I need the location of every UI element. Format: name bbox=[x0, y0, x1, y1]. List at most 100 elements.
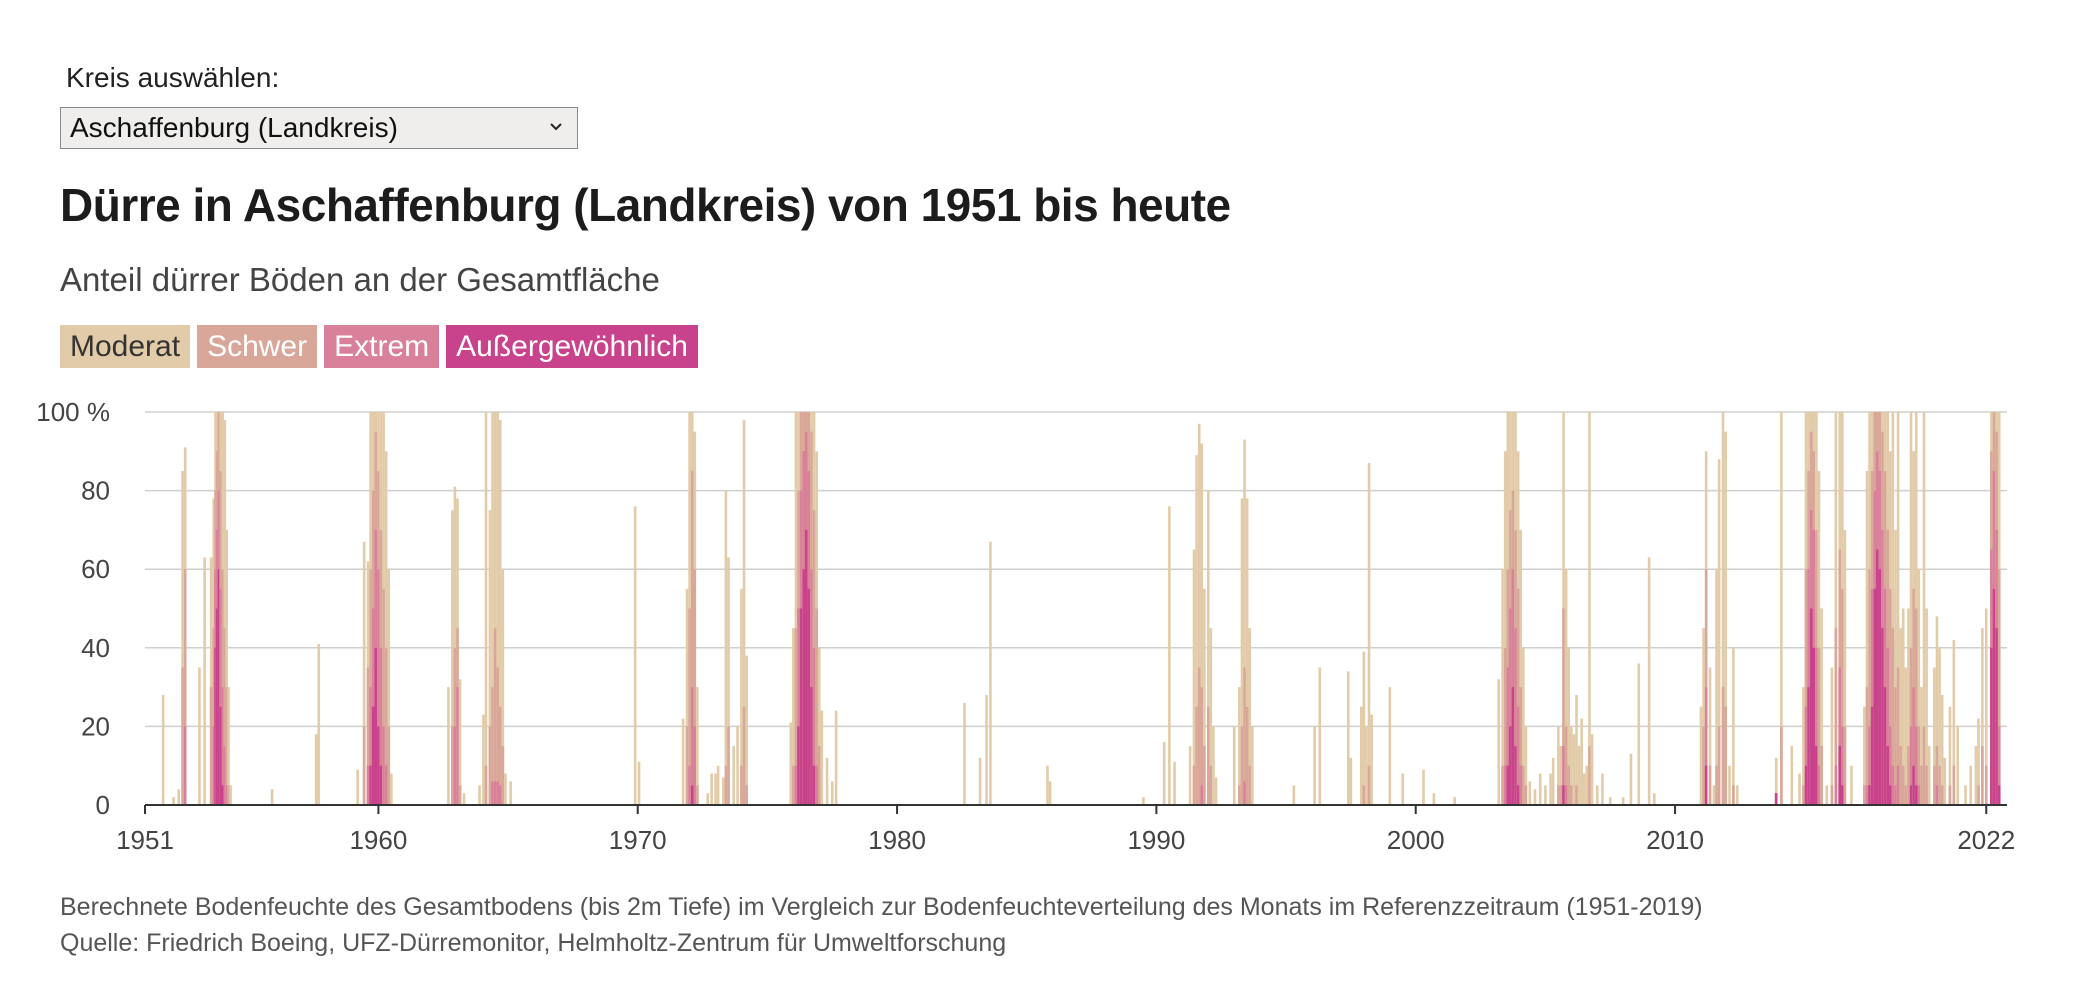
bar-moderat bbox=[637, 761, 641, 805]
bar-aussergewoehnlich bbox=[1873, 588, 1877, 805]
bar-aussergewoehnlich bbox=[1909, 785, 1913, 805]
bar-aussergewoehnlich bbox=[215, 608, 219, 805]
bar-schwer bbox=[1899, 746, 1902, 805]
bar-aussergewoehnlich bbox=[804, 529, 808, 805]
bar-moderat bbox=[384, 451, 388, 805]
bar-extrem bbox=[1935, 785, 1939, 805]
bar-extrem bbox=[1834, 765, 1838, 805]
bar-schwer bbox=[493, 628, 497, 805]
bar-schwer bbox=[1503, 647, 1507, 805]
x-tick-label: 1970 bbox=[609, 825, 667, 855]
x-tick-label: 2010 bbox=[1646, 825, 1704, 855]
bar-aussergewoehnlich bbox=[1815, 746, 1818, 805]
bar-extrem bbox=[1891, 765, 1895, 805]
bar-moderat bbox=[1863, 706, 1866, 805]
bar-moderat bbox=[1977, 718, 1980, 805]
bar-moderat bbox=[1549, 773, 1552, 805]
bar-schwer bbox=[212, 628, 216, 805]
bar-moderat bbox=[1195, 455, 1198, 805]
bar-aussergewoehnlich bbox=[810, 687, 813, 805]
bar-schwer bbox=[1802, 785, 1805, 805]
district-select-value: Aschaffenburg (Landkreis) bbox=[70, 112, 398, 143]
bar-moderat bbox=[1192, 549, 1196, 805]
bar-moderat bbox=[722, 777, 725, 805]
bar-moderat bbox=[1453, 797, 1456, 805]
bar-schwer bbox=[1948, 785, 1952, 805]
bar-moderat bbox=[229, 785, 232, 805]
bar-aussergewoehnlich bbox=[1997, 785, 2001, 805]
bar-moderat bbox=[1577, 746, 1581, 805]
bar-schwer bbox=[817, 746, 821, 805]
bar-moderat bbox=[1909, 412, 1913, 805]
bar-moderat bbox=[1197, 423, 1201, 805]
bar-extrem bbox=[693, 726, 697, 805]
bar-moderat bbox=[1188, 746, 1192, 805]
bar-extrem bbox=[1894, 785, 1897, 805]
bar-extrem bbox=[366, 765, 370, 805]
bar-schwer bbox=[1192, 765, 1196, 805]
bar-moderat bbox=[362, 541, 366, 805]
bar-schwer bbox=[387, 726, 391, 805]
bar-schwer bbox=[1894, 687, 1897, 805]
bar-extrem bbox=[1817, 765, 1821, 805]
bar-moderat bbox=[1935, 616, 1939, 805]
drought-chart: 0 20 40 60 80 100 % 1951 1960 1970 1980 1990 2000 20… bbox=[36, 397, 2015, 855]
bar-extrem bbox=[690, 687, 694, 805]
bar-moderat bbox=[830, 781, 834, 805]
bar-schwer bbox=[1200, 687, 1204, 805]
x-tick-label: 1951 bbox=[116, 825, 174, 855]
bar-moderat bbox=[1802, 687, 1805, 805]
bar-schwer bbox=[1863, 785, 1866, 805]
bar-moderat bbox=[1699, 706, 1703, 805]
bar-extrem bbox=[1243, 781, 1246, 805]
bar-schwer bbox=[362, 726, 366, 805]
bar-aussergewoehnlich bbox=[1704, 765, 1708, 805]
bar-moderat bbox=[209, 557, 213, 805]
bar-schwer bbox=[1203, 746, 1206, 805]
bar-schwer bbox=[1243, 667, 1246, 805]
chart-title: Dürre in Aschaffenburg (Landkreis) von 1… bbox=[60, 179, 1231, 231]
bar-extrem bbox=[1896, 765, 1900, 805]
bar-moderat bbox=[1843, 529, 1847, 805]
bar-moderat bbox=[172, 797, 175, 805]
bar-moderat bbox=[498, 419, 502, 805]
bar-schwer bbox=[1925, 765, 1928, 805]
bar-schwer bbox=[1834, 628, 1838, 805]
bar-schwer bbox=[484, 765, 488, 805]
bar-moderat bbox=[1209, 628, 1213, 805]
bar-moderat bbox=[1712, 785, 1716, 805]
bar-moderat bbox=[1292, 785, 1296, 805]
bar-schwer bbox=[1362, 785, 1366, 805]
bar-moderat bbox=[1544, 785, 1547, 805]
bar-moderat bbox=[1724, 431, 1727, 805]
bar-moderat bbox=[1899, 628, 1902, 805]
bar-aussergewoehnlich bbox=[1878, 569, 1882, 805]
bar-moderat bbox=[820, 710, 824, 805]
bar-moderat bbox=[1647, 557, 1651, 805]
bar-schwer bbox=[1559, 785, 1563, 805]
bar-moderat bbox=[451, 510, 454, 805]
bar-moderat bbox=[1206, 490, 1210, 805]
bar-moderat bbox=[1048, 781, 1052, 805]
bar-moderat bbox=[227, 687, 230, 805]
bar-moderat bbox=[1601, 773, 1604, 805]
bar-extrem bbox=[1815, 647, 1818, 805]
bar-moderat bbox=[1901, 608, 1905, 805]
bar-schwer bbox=[1868, 569, 1871, 805]
bar-moderat bbox=[1232, 726, 1236, 805]
bar-moderat bbox=[1538, 773, 1542, 805]
bar-schwer bbox=[1865, 687, 1869, 805]
bar-moderat bbox=[491, 412, 494, 805]
bar-moderat bbox=[1952, 639, 1956, 805]
bar-schwer bbox=[1817, 647, 1821, 805]
bar-moderat bbox=[1200, 443, 1204, 805]
bar-moderat bbox=[1984, 608, 1988, 805]
bar-moderat bbox=[1533, 789, 1537, 805]
bar-extrem bbox=[384, 765, 388, 805]
bar-moderat bbox=[198, 667, 201, 805]
bar-moderat bbox=[1798, 773, 1801, 805]
district-select[interactable]: Aschaffenburg (Landkreis) bbox=[60, 107, 578, 149]
bar-moderat bbox=[1922, 412, 1926, 805]
bar-aussergewoehnlich bbox=[217, 569, 221, 805]
bar-schwer bbox=[1197, 667, 1201, 805]
